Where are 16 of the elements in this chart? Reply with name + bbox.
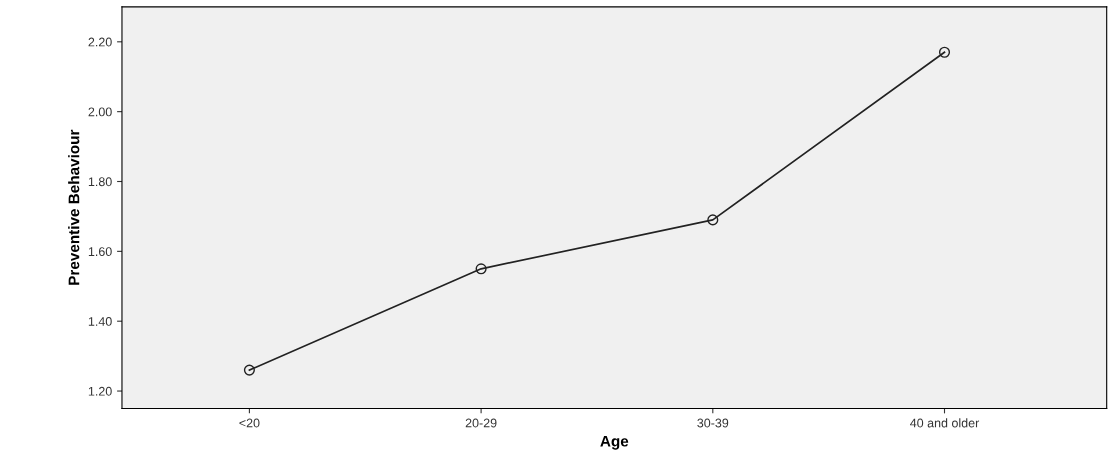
x-axis-title: Age (600, 435, 629, 450)
point (938, 46, 951, 58)
y-tick-label: 1.40 (88, 317, 112, 326)
x-tick-label: 20-29 (465, 418, 497, 428)
x-tick-label: 30-39 (697, 418, 729, 428)
y-axis-title: Preventive Behaviour (68, 129, 80, 285)
y-tick-label: 1.20 (88, 386, 112, 396)
y-tick-label: 2.00 (88, 107, 112, 117)
x-tick-label: 40 and older (910, 418, 980, 428)
y-tick-label: 1.80 (88, 177, 112, 187)
x-tick-label: <20 (239, 418, 260, 428)
y-tick-label: 2.20 (88, 37, 112, 47)
point (475, 263, 487, 275)
point (707, 214, 719, 226)
y-tick-label: 1.60 (88, 247, 112, 256)
point (243, 364, 255, 376)
